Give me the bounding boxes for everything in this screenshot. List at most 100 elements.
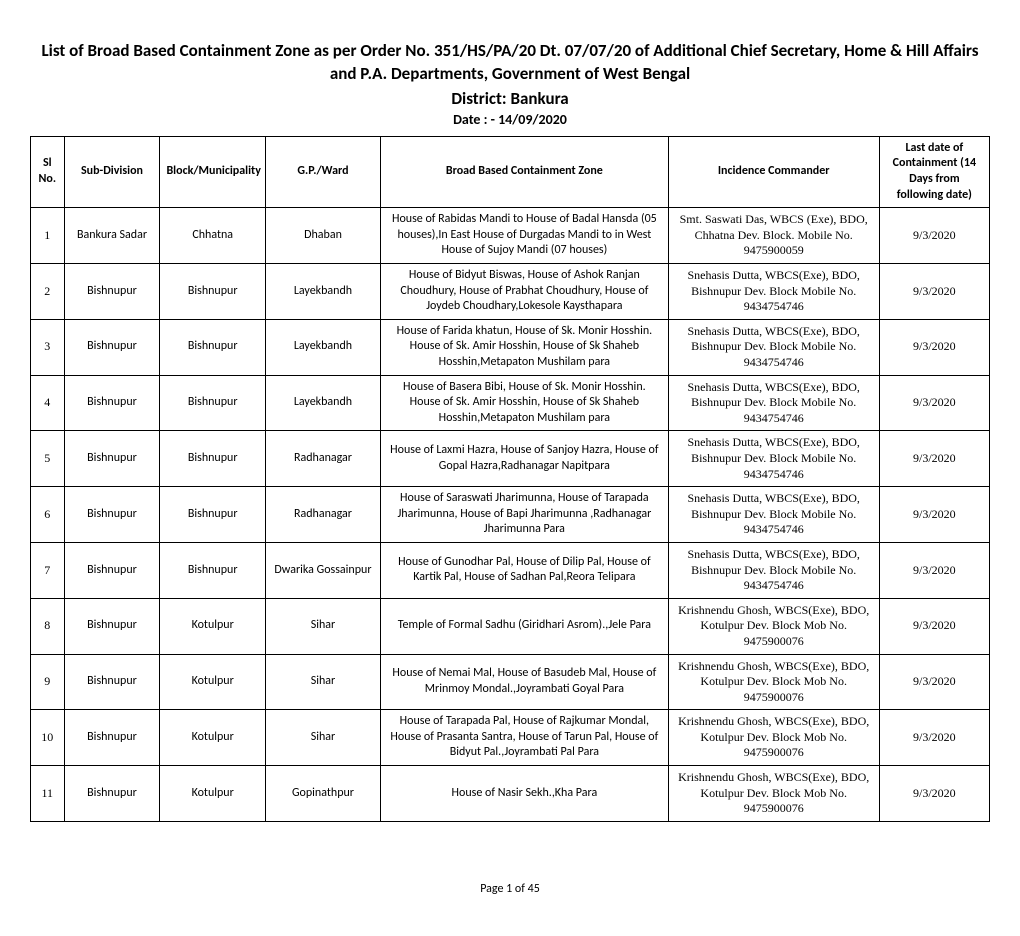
cell-sub-division: Bankura Sadar [64,208,160,264]
cell-sl: 11 [31,766,65,822]
page-footer: Page 1 of 45 [30,882,990,896]
cell-commander: Snehasis Dutta, WBCS(Exe), BDO, Bishnupu… [668,264,879,320]
table-row: 2BishnupurBishnupurLayekbandhHouse of Bi… [31,264,990,320]
cell-gp-ward: Dwarika Gossainpur [265,542,380,598]
cell-sl: 7 [31,542,65,598]
cell-sub-division: Bishnupur [64,766,160,822]
table-row: 6BishnupurBishnupurRadhanagarHouse of Sa… [31,487,990,543]
cell-sl: 5 [31,431,65,487]
cell-last-date: 9/3/2020 [879,208,989,264]
cell-sl: 9 [31,654,65,710]
cell-commander: Snehasis Dutta, WBCS(Exe), BDO, Bishnupu… [668,375,879,431]
cell-block: Bishnupur [160,542,265,598]
cell-block: Bishnupur [160,264,265,320]
cell-zone: Temple of Formal Sadhu (Giridhari Asrom)… [381,598,669,654]
cell-block: Kotulpur [160,710,265,766]
cell-last-date: 9/3/2020 [879,431,989,487]
cell-last-date: 9/3/2020 [879,766,989,822]
cell-gp-ward: Dhaban [265,208,380,264]
cell-last-date: 9/3/2020 [879,264,989,320]
table-row: 10BishnupurKotulpurSiharHouse of Tarapad… [31,710,990,766]
cell-zone: House of Tarapada Pal, House of Rajkumar… [381,710,669,766]
cell-block: Kotulpur [160,598,265,654]
table-row: 4BishnupurBishnupurLayekbandhHouse of Ba… [31,375,990,431]
cell-sub-division: Bishnupur [64,431,160,487]
cell-commander: Snehasis Dutta, WBCS(Exe), BDO, Bishnupu… [668,319,879,375]
cell-sl: 1 [31,208,65,264]
cell-zone: House of Gunodhar Pal, House of Dilip Pa… [381,542,669,598]
cell-zone: House of Saraswati Jharimunna, House of … [381,487,669,543]
cell-sl: 6 [31,487,65,543]
col-block: Block/Municipality [160,136,265,207]
cell-sub-division: Bishnupur [64,598,160,654]
cell-block: Kotulpur [160,654,265,710]
cell-last-date: 9/3/2020 [879,375,989,431]
table-row: 5BishnupurBishnupurRadhanagarHouse of La… [31,431,990,487]
col-zone: Broad Based Containment Zone [381,136,669,207]
cell-block: Bishnupur [160,319,265,375]
cell-commander: Krishnendu Ghosh, WBCS(Exe), BDO, Kotulp… [668,766,879,822]
cell-sl: 2 [31,264,65,320]
cell-gp-ward: Layekbandh [265,375,380,431]
cell-gp-ward: Gopinathpur [265,766,380,822]
cell-gp-ward: Layekbandh [265,319,380,375]
col-last-date: Last date of Containment (14 Days from f… [879,136,989,207]
cell-block: Bishnupur [160,431,265,487]
cell-last-date: 9/3/2020 [879,487,989,543]
cell-last-date: 9/3/2020 [879,319,989,375]
cell-sl: 3 [31,319,65,375]
table-header-row: Sl No. Sub-Division Block/Municipality G… [31,136,990,207]
cell-commander: Smt. Saswati Das, WBCS (Exe), BDO, Chhat… [668,208,879,264]
cell-sub-division: Bishnupur [64,654,160,710]
cell-sub-division: Bishnupur [64,319,160,375]
cell-last-date: 9/3/2020 [879,710,989,766]
cell-gp-ward: Radhanagar [265,431,380,487]
cell-zone: House of Nemai Mal, House of Basudeb Mal… [381,654,669,710]
cell-commander: Krishnendu Ghosh, WBCS(Exe), BDO, Kotulp… [668,710,879,766]
table-row: 7BishnupurBishnupurDwarika GossainpurHou… [31,542,990,598]
cell-gp-ward: Layekbandh [265,264,380,320]
table-row: 8BishnupurKotulpurSiharTemple of Formal … [31,598,990,654]
cell-commander: Krishnendu Ghosh, WBCS(Exe), BDO, Kotulp… [668,654,879,710]
table-row: 1Bankura SadarChhatnaDhabanHouse of Rabi… [31,208,990,264]
col-sub-division: Sub-Division [64,136,160,207]
cell-block: Kotulpur [160,766,265,822]
cell-block: Bishnupur [160,487,265,543]
cell-sub-division: Bishnupur [64,542,160,598]
cell-last-date: 9/3/2020 [879,598,989,654]
cell-gp-ward: Sihar [265,710,380,766]
cell-gp-ward: Sihar [265,654,380,710]
document-district: District: Bankura [30,88,990,109]
cell-block: Bishnupur [160,375,265,431]
cell-sub-division: Bishnupur [64,710,160,766]
col-gp-ward: G.P./Ward [265,136,380,207]
cell-sl: 4 [31,375,65,431]
cell-sl: 10 [31,710,65,766]
cell-last-date: 9/3/2020 [879,654,989,710]
table-row: 11BishnupurKotulpurGopinathpurHouse of N… [31,766,990,822]
cell-commander: Snehasis Dutta, WBCS(Exe), BDO, Bishnupu… [668,542,879,598]
cell-sub-division: Bishnupur [64,487,160,543]
col-sl: Sl No. [31,136,65,207]
cell-zone: House of Farida khatun, House of Sk. Mon… [381,319,669,375]
cell-commander: Snehasis Dutta, WBCS(Exe), BDO, Bishnupu… [668,487,879,543]
cell-sub-division: Bishnupur [64,264,160,320]
cell-zone: House of Nasir Sekh.,Kha Para [381,766,669,822]
col-commander: Incidence Commander [668,136,879,207]
cell-zone: House of Basera Bibi, House of Sk. Monir… [381,375,669,431]
cell-zone: House of Rabidas Mandi to House of Badal… [381,208,669,264]
table-row: 3BishnupurBishnupurLayekbandhHouse of Fa… [31,319,990,375]
cell-commander: Krishnendu Ghosh, WBCS(Exe), BDO, Kotulp… [668,598,879,654]
cell-sl: 8 [31,598,65,654]
cell-gp-ward: Radhanagar [265,487,380,543]
cell-last-date: 9/3/2020 [879,542,989,598]
cell-zone: House of Laxmi Hazra, House of Sanjoy Ha… [381,431,669,487]
cell-zone: House of Bidyut Biswas, House of Ashok R… [381,264,669,320]
document-date: Date : - 14/09/2020 [30,111,990,128]
cell-gp-ward: Sihar [265,598,380,654]
cell-sub-division: Bishnupur [64,375,160,431]
table-row: 9BishnupurKotulpurSiharHouse of Nemai Ma… [31,654,990,710]
document-title: List of Broad Based Containment Zone as … [30,40,990,86]
cell-block: Chhatna [160,208,265,264]
cell-commander: Snehasis Dutta, WBCS(Exe), BDO, Bishnupu… [668,431,879,487]
